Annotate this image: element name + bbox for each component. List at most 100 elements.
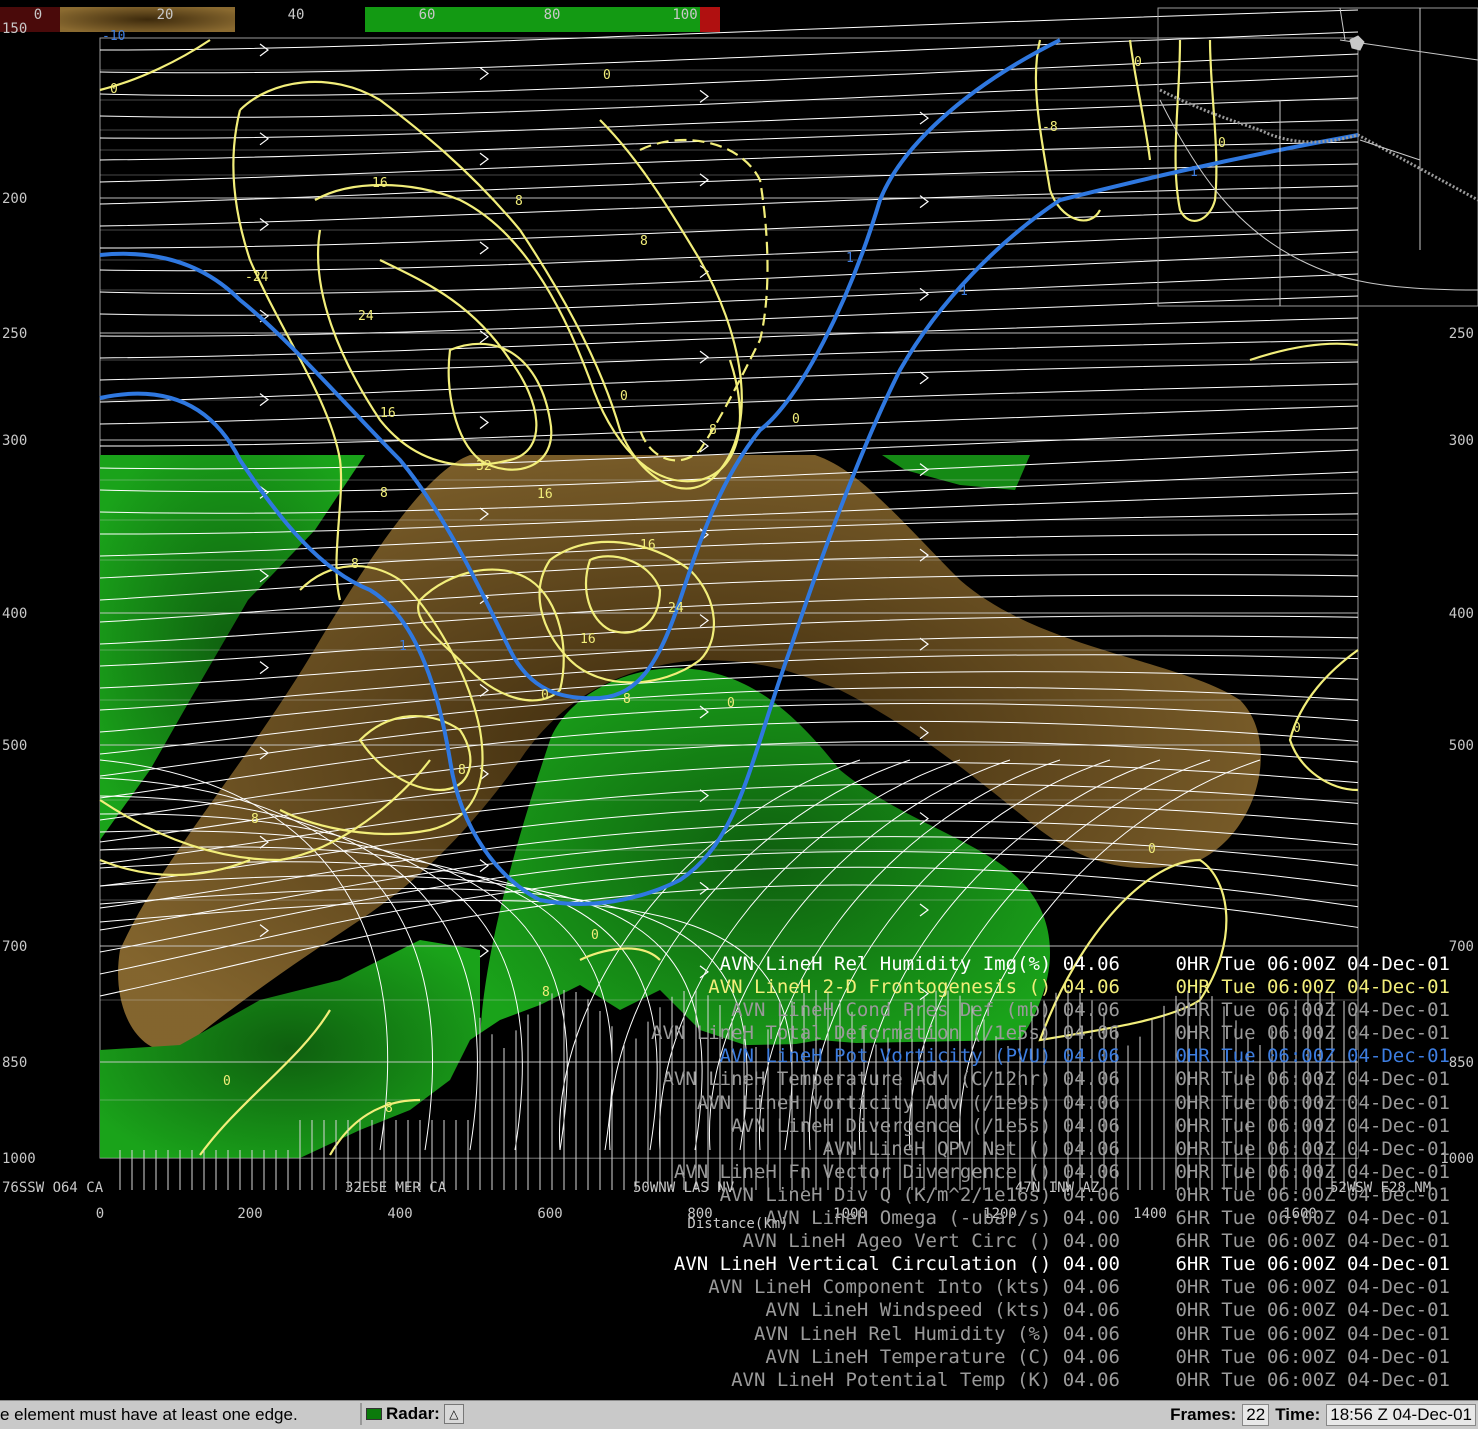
frontogenesis-contour-label: -24 <box>245 270 269 285</box>
pv-contour-label: 1 <box>846 251 854 266</box>
map-inset <box>1157 7 1478 307</box>
legend-layer-name: AVN LineH Pot Vorticity (PVU) 04.06 <box>719 1045 1120 1068</box>
frontogenesis-contour-label: 8 <box>623 692 631 707</box>
legend-layer-name: AVN LineH QPV Net () 04.06 <box>822 1137 1120 1160</box>
legend-layer-time: 0HR Tue 06:00Z 04-Dec-01 <box>1175 976 1450 999</box>
legend-layer-time: 0HR Tue 06:00Z 04-Dec-01 <box>1175 1322 1450 1345</box>
time-label: Time: <box>1275 1405 1321 1424</box>
legend-layer-name: AVN LineH Temperature (C) 04.06 <box>765 1345 1120 1368</box>
pressure-tick-right: 1000 <box>1440 1151 1474 1167</box>
colorbar-tick: 40 <box>288 7 305 23</box>
radar-label: Radar: <box>386 1404 440 1423</box>
legend-layer-time: 0HR Tue 06:00Z 04-Dec-01 <box>1175 1137 1450 1160</box>
legend-row[interactable]: AVN LineH Rel Humidity (%) 04.06 0HR Tue … <box>450 1323 1450 1346</box>
location-labels: 76SSW O64 CA 32ESE MER CA 50WNW LAS NV 47N … <box>2 1180 1431 1196</box>
legend-row[interactable]: AVN LineH Vorticity Adv (/1e9s) 04.06 0HR… <box>450 1092 1450 1115</box>
frontogenesis-contour-label: 24 <box>668 601 684 616</box>
pressure-tick-left: 700 <box>2 939 27 955</box>
legend-row[interactable]: AVN LineH Potential Temp (K) 04.06 0HR Tu… <box>450 1369 1450 1392</box>
radar-color-swatch <box>366 1408 382 1420</box>
frontogenesis-contour-label: 8 <box>542 985 550 1000</box>
legend-layer-name: AVN LineH Fn Vector Divergence () 04.06 <box>673 1160 1120 1183</box>
pressure-tick-right: 400 <box>1449 606 1474 622</box>
location-label: 47N INW AZ <box>1015 1180 1099 1196</box>
legend-layer-name: AVN LineH Vertical Circulation () 04.00 <box>673 1253 1120 1276</box>
frontogenesis-contour-label: 0 <box>620 389 628 404</box>
legend-row[interactable]: AVN LineH Cond Pres Def (mb) 04.06 0HR Tu… <box>450 999 1450 1022</box>
frontogenesis-contour-label: 16 <box>372 176 388 191</box>
frontogenesis-contour-label: 16 <box>537 487 553 502</box>
pressure-tick-left: 200 <box>2 191 27 207</box>
frontogenesis-contour-label: 16 <box>580 632 596 647</box>
distance-tick: 800 <box>687 1206 712 1222</box>
pv-contour-label: 1 <box>1190 165 1198 180</box>
legend-layer-name: AVN LineH Windspeed (kts) 04.06 <box>765 1299 1120 1322</box>
legend-layer-time: 0HR Tue 06:00Z 04-Dec-01 <box>1175 1183 1450 1206</box>
legend-row[interactable]: AVN LineH Divergence (/1e5s) 04.06 0HR Tu… <box>450 1115 1450 1138</box>
colorbar-tick: 80 <box>544 7 561 23</box>
distance-tick: 1400 <box>1133 1206 1167 1222</box>
contour-labels: 0 16 8 24 32 16 -24 8 8 16 24 16 8 0 0 8 8 0 0 8 -8 0 0 0 0 0 16 8 0… <box>102 29 1301 1116</box>
legend-row[interactable]: AVN LineH Ageo Vert Circ () 04.00 6HR Tue… <box>450 1230 1451 1253</box>
cross-section-plot[interactable]: 0 20 40 60 80 100 <box>0 0 1478 1400</box>
pressure-tick-right: 500 <box>1449 738 1474 754</box>
humidity-shading <box>100 455 1261 1158</box>
colorbar: 0 20 40 60 80 100 <box>0 7 720 32</box>
radar-control[interactable]: Radar: △ <box>360 1403 468 1425</box>
legend-row[interactable]: AVN LineH Windspeed (kts) 04.06 0HR Tue 0… <box>450 1299 1450 1322</box>
frontogenesis-contour-label: 16 <box>380 406 396 421</box>
pressure-tick-right: 250 <box>1449 326 1474 342</box>
location-label: 76SSW O64 CA <box>2 1180 104 1196</box>
vertical-circulation-streamlines <box>99 9 1359 1151</box>
pressure-tick-left: 1000 <box>2 1151 36 1167</box>
legend-layer-time: 0HR Tue 06:00Z 04-Dec-01 <box>1175 1299 1450 1322</box>
frontogenesis-contour-label: 32 <box>476 459 492 474</box>
legend-layer-name: AVN LineH Component Into (kts) 04.06 <box>708 1276 1120 1299</box>
legend-row[interactable]: AVN LineH Total Deformation (/1e5s) 04.0… <box>450 1022 1450 1045</box>
frontogenesis-contour-label: 16 <box>640 538 656 553</box>
pv-contour-label: 1 <box>960 284 968 299</box>
frontogenesis-contour-label: 0 <box>223 1074 231 1089</box>
pressure-tick-right: 300 <box>1449 433 1474 449</box>
time-field[interactable]: 18:56 Z 04-Dec-01 <box>1326 1404 1476 1426</box>
legend-row[interactable]: AVN LineH Pot Vorticity (PVU) 04.06 0HR T… <box>450 1045 1450 1068</box>
frontogenesis-contour-label: 8 <box>458 763 466 778</box>
frontogenesis-contour-label: 8 <box>385 1101 393 1116</box>
frames-label: Frames: <box>1170 1405 1237 1424</box>
distance-tick: 1600 <box>1283 1206 1317 1222</box>
layer-legend: AVN LineH Rel Humidity Img(%) 04.06 0HR T… <box>450 953 1450 1392</box>
legend-row[interactable]: AVN LineH QPV Net () 04.06 0HR Tue 06:00Z… <box>450 1138 1450 1161</box>
legend-row[interactable]: AVN LineH Rel Humidity Img(%) 04.06 0HR T… <box>450 953 1450 976</box>
pressure-axis-left: 150 200 250 300 400 500 700 850 1000 <box>2 21 36 1167</box>
frontogenesis-contour-label: 0 <box>1134 55 1142 70</box>
legend-layer-time: 0HR Tue 06:00Z 04-Dec-01 <box>1175 1345 1450 1368</box>
frontogenesis-contour-label: 8 <box>251 812 259 827</box>
legend-row[interactable]: AVN LineH Omega (-ubar/s) 04.00 6HR Tue 0… <box>450 1207 1450 1230</box>
pressure-tick-left: 500 <box>2 738 27 754</box>
legend-layer-name: AVN LineH Vorticity Adv (/1e9s) 04.06 <box>696 1091 1120 1114</box>
frontogenesis-contour-label: 0 <box>1148 842 1156 857</box>
legend-layer-time: 0HR Tue 06:00Z 04-Dec-01 <box>1175 1160 1450 1183</box>
pv-contour-label: -10 <box>102 29 125 44</box>
legend-row[interactable]: AVN LineH Temperature Adv (C/12hr) 04.06… <box>450 1068 1450 1091</box>
frontogenesis-contour-label: 8 <box>351 557 359 572</box>
radar-toggle-button[interactable]: △ <box>443 1404 464 1424</box>
location-label: 32ESE MER CA <box>345 1180 447 1196</box>
legend-row[interactable]: AVN LineH Vertical Circulation () 04.00 6… <box>450 1253 1450 1276</box>
frontogenesis-contour-label: 0 <box>603 68 611 83</box>
legend-layer-name: AVN LineH 2-D Frontogenesis () 04.06 <box>708 976 1120 999</box>
legend-layer-time: 0HR Tue 06:00Z 04-Dec-01 <box>1175 1068 1450 1091</box>
legend-row[interactable]: AVN LineH Fn Vector Divergence () 04.06 0… <box>450 1161 1450 1184</box>
legend-row[interactable]: AVN LineH Temperature (C) 04.06 0HR Tue 0… <box>450 1346 1450 1369</box>
pressure-tick-left: 150 <box>2 21 27 37</box>
pressure-tick-left: 250 <box>2 326 27 342</box>
legend-row[interactable]: AVN LineH Div Q (K/m^2/1e16s) 04.06 0HR T… <box>450 1184 1450 1207</box>
legend-row[interactable]: AVN LineH 2-D Frontogenesis () 04.06 0HR … <box>450 976 1450 999</box>
pressure-tick-right: 700 <box>1449 939 1474 955</box>
frontogenesis-contour-label: 8 <box>380 486 388 501</box>
frontogenesis-contour-label: 8 <box>709 423 717 438</box>
legend-layer-time: 6HR Tue 06:00Z 04-Dec-01 <box>1175 1207 1450 1230</box>
frames-field[interactable]: 22 <box>1242 1404 1270 1426</box>
legend-row[interactable]: AVN LineH Component Into (kts) 04.06 0HR … <box>450 1276 1450 1299</box>
legend-layer-time: 0HR Tue 06:00Z 04-Dec-01 <box>1175 1114 1450 1137</box>
